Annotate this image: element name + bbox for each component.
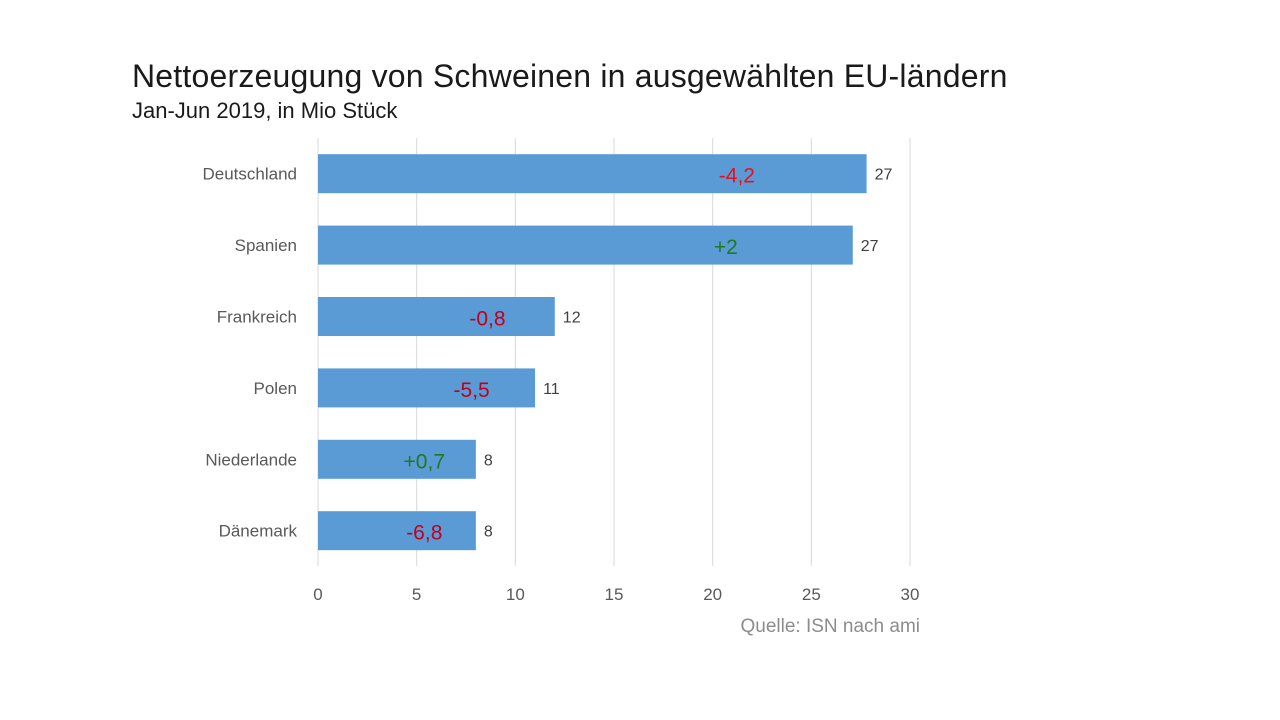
bar	[318, 368, 536, 408]
bar	[318, 297, 555, 336]
change-annotation: +0,7	[404, 450, 445, 473]
category-label: Deutschland	[202, 165, 297, 184]
category-label: Polen	[254, 379, 297, 398]
gridlines	[317, 138, 911, 566]
value-label: 12	[563, 310, 581, 327]
value-label: 27	[875, 167, 893, 184]
x-tick-label: 30	[901, 585, 920, 604]
change-annotation: -4,2	[719, 165, 755, 188]
value-label: 27	[861, 238, 879, 255]
change-annotation: -6,8	[406, 522, 442, 545]
category-label: Spanien	[235, 236, 297, 255]
bar	[318, 439, 476, 479]
bar	[318, 154, 867, 194]
bars	[318, 154, 867, 551]
x-tick-label: 15	[605, 585, 624, 604]
value-label: 8	[484, 452, 493, 469]
source-note: Quelle: ISN nach ami	[740, 616, 920, 637]
bar	[318, 511, 476, 551]
x-tick-label: 0	[313, 585, 322, 604]
change-annotation: +2	[714, 236, 738, 259]
category-label: Frankreich	[217, 308, 297, 327]
value-label: 11	[543, 381, 560, 398]
category-label: Dänemark	[219, 522, 298, 541]
category-label: Niederlande	[205, 450, 297, 469]
chart-subtitle: Jan-Jun 2019, in Mio Stück	[132, 98, 398, 123]
labels: 0 5 10 15 20 25 30 Deutschland 27 -4,2 Spanien 27 +2…	[202, 165, 919, 604]
value-label: 8	[484, 524, 493, 541]
x-tick-label: 5	[412, 585, 421, 604]
x-tick-label: 10	[506, 585, 525, 604]
change-annotation: -0,8	[469, 308, 505, 331]
bar	[318, 225, 853, 265]
x-tick-label: 25	[802, 585, 821, 604]
change-annotation: -5,5	[454, 379, 490, 402]
x-tick-label: 20	[703, 585, 722, 604]
chart-title: Nettoerzeugung von Schweinen in ausgewäh…	[132, 58, 1008, 94]
